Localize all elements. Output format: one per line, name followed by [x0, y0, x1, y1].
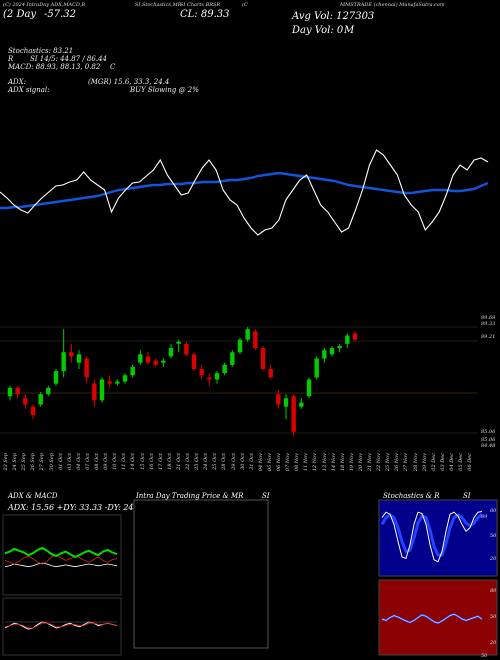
- rsi-overlay-line: [381, 613, 483, 624]
- price-label: 84.48: [481, 443, 496, 449]
- stochastics-text: Stochastics: 83.21: [8, 47, 74, 55]
- candle-body: [115, 381, 120, 384]
- header-line1-right: MMSTRADE (chennai) MunafaSutra.com: [340, 2, 445, 8]
- stoch-d-line: [380, 513, 483, 557]
- stoch-panel-title: Stochastics & R: [383, 492, 440, 500]
- candle-body: [253, 331, 258, 349]
- price-chart: [0, 149, 489, 436]
- plus-di-line: [4, 546, 118, 559]
- header-date: (2 Day: [3, 9, 37, 20]
- candle-body: [138, 354, 143, 363]
- candle-body: [38, 394, 43, 405]
- adx-values: (MGR) 15.6, 33.3, 24.4: [88, 78, 170, 86]
- intraday-panel-frame: [133, 499, 269, 649]
- candle-body: [53, 371, 59, 384]
- candle-body: [291, 396, 296, 432]
- candle-body: [107, 381, 112, 384]
- price-label: 89.21: [481, 334, 496, 340]
- candle-body: [145, 356, 151, 363]
- candle-body: [283, 398, 289, 407]
- header-line1-mid1: SI,Stochastics,MR: [135, 2, 182, 8]
- header-day-vol: Day Vol: 0: [292, 25, 344, 36]
- ema-line: [0, 171, 489, 210]
- rsi-scale-label: 20: [490, 640, 497, 646]
- stoch-value-label: 89: [481, 514, 488, 520]
- candle-body: [46, 387, 51, 395]
- candle-body: [260, 348, 266, 369]
- stoch-scale-label: 20: [490, 556, 497, 562]
- adx-label: ADX:: [8, 78, 27, 86]
- adx-panel-frame: [2, 514, 122, 596]
- candle-body: [268, 368, 273, 378]
- r-values-text: SI 14/5: 44.87 / 86.44: [30, 55, 107, 63]
- candle-body: [184, 343, 189, 355]
- price-label: 89.33: [481, 321, 496, 327]
- header-price-change: -57.32: [44, 9, 77, 20]
- candle-body: [322, 350, 327, 359]
- candle-body: [30, 406, 36, 416]
- price-label: 89.69: [481, 315, 496, 321]
- r-text: R: [8, 55, 14, 63]
- adx-signal-label: ADX signal:: [8, 86, 50, 94]
- candle-body: [214, 373, 220, 380]
- candle-body: [99, 379, 105, 401]
- candle-body: [299, 402, 304, 407]
- price-label: 85.06: [481, 429, 496, 435]
- rsi-value-label: 50: [481, 653, 488, 659]
- intra-panel-si: SI: [262, 492, 270, 500]
- adx-signal: BUY Slowing @ 2%: [130, 86, 199, 94]
- adx-panel-title: ADX & MACD: [8, 492, 58, 500]
- candle-body: [92, 383, 97, 401]
- header-line1-left: (C) 2024 IntraDay ADX,MACD,B: [3, 2, 86, 8]
- adx-panel-values: ADX: 15.56 +DY: 33.33 -DY: 24.36: [8, 503, 147, 512]
- macd-suffix: C: [110, 63, 116, 71]
- candle-body: [168, 348, 174, 357]
- mrsi-line: [0, 149, 489, 236]
- candle-body: [122, 375, 128, 382]
- stoch-scale-label: 80: [490, 508, 497, 514]
- header-line1-mid3: (C: [242, 2, 248, 8]
- candle-body: [222, 364, 227, 374]
- candle-body: [153, 360, 158, 365]
- stoch-scale-label: 50: [490, 533, 497, 539]
- candle-body: [245, 329, 250, 340]
- candle-body: [15, 387, 20, 395]
- macd-text: MACD: 88.93, 88.13, 0.82: [8, 63, 101, 71]
- candle-body: [161, 360, 166, 363]
- candle-body: [230, 352, 235, 365]
- rsi-scale-label: 50: [490, 614, 497, 620]
- candle-body: [199, 368, 204, 376]
- candle-body: [76, 354, 82, 363]
- candle-body: [130, 366, 135, 376]
- macd-signal-line: [4, 622, 118, 629]
- stoch-k-line: [381, 511, 483, 563]
- candle-body: [191, 354, 197, 369]
- candle-body: [352, 333, 358, 340]
- candle-body: [276, 394, 281, 405]
- candle-body: [314, 358, 319, 378]
- candle-body: [69, 352, 74, 357]
- candle-body: [345, 335, 350, 344]
- candle-body: [329, 348, 335, 355]
- candle-body: [207, 377, 212, 380]
- intra-panel-title: Intra Day Trading Price & MR: [136, 492, 244, 500]
- price-label: 85.06: [481, 437, 496, 443]
- candle-body: [84, 358, 89, 378]
- stoch-panel-si: SI: [463, 492, 471, 500]
- header-day-vol-unit: M: [344, 25, 355, 36]
- header-avg-vol: Avg Vol: 127303: [292, 11, 375, 22]
- header-close: CL: 89.33: [180, 9, 230, 20]
- rsi-scale-label: 80: [490, 588, 497, 594]
- candle-body: [337, 345, 342, 349]
- candle-body: [176, 341, 181, 344]
- minus-di-line: [4, 554, 118, 565]
- candle-body: [61, 352, 66, 372]
- candle-body: [23, 398, 28, 405]
- header-line1-mid2: SI Charts BRSR: [180, 2, 221, 8]
- candle-body: [306, 379, 312, 397]
- adx-line: [4, 562, 118, 568]
- candle-body: [7, 387, 13, 397]
- candle-body: [237, 339, 243, 353]
